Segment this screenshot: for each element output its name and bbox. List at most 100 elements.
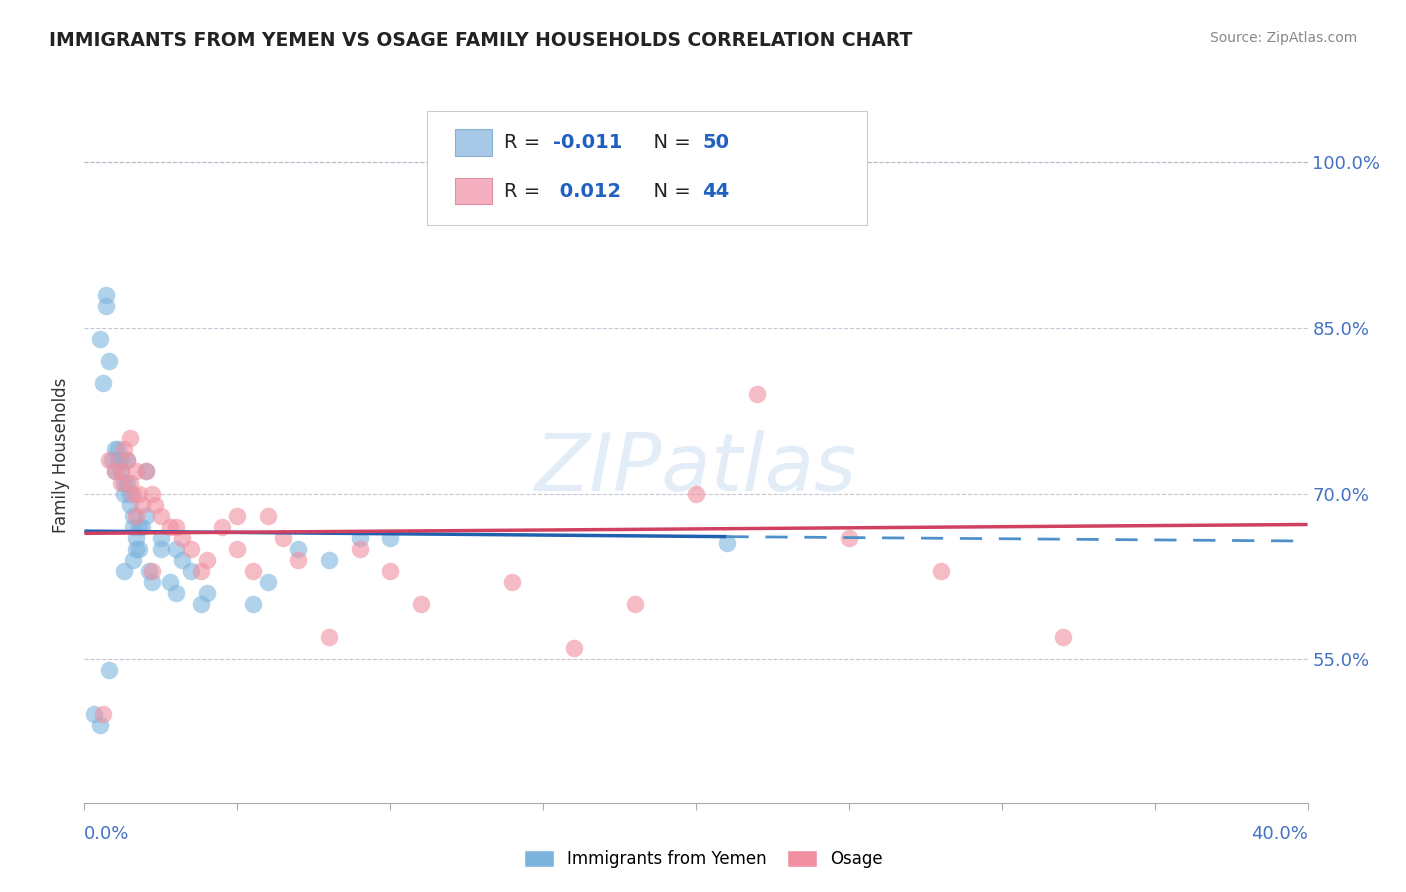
Point <box>91 376 114 391</box>
Text: IMMIGRANTS FROM YEMEN VS OSAGE FAMILY HOUSEHOLDS CORRELATION CHART: IMMIGRANTS FROM YEMEN VS OSAGE FAMILY HO… <box>49 31 912 50</box>
Point <box>110 465 132 479</box>
Point <box>172 553 194 567</box>
Point <box>141 574 163 589</box>
Point <box>165 541 187 556</box>
Point <box>128 519 150 533</box>
Point <box>180 541 202 556</box>
Point <box>131 498 153 512</box>
Legend: Immigrants from Yemen, Osage: Immigrants from Yemen, Osage <box>517 843 889 875</box>
Point <box>685 486 707 500</box>
Point <box>107 453 129 467</box>
Point <box>318 553 340 567</box>
Point <box>112 475 135 490</box>
Point <box>211 519 233 533</box>
Point <box>242 597 264 611</box>
Point <box>107 442 129 457</box>
Text: Source: ZipAtlas.com: Source: ZipAtlas.com <box>1209 31 1357 45</box>
Point <box>138 564 160 578</box>
Point <box>120 431 142 445</box>
Point <box>380 564 402 578</box>
Point <box>97 453 120 467</box>
Point <box>149 508 172 523</box>
Point <box>97 663 120 677</box>
FancyBboxPatch shape <box>456 178 492 204</box>
Point <box>195 553 218 567</box>
Point <box>135 465 157 479</box>
Point <box>143 498 166 512</box>
Point <box>257 574 280 589</box>
Point <box>226 508 249 523</box>
Text: ZIPatlas: ZIPatlas <box>534 430 858 508</box>
Point <box>409 597 432 611</box>
Point <box>502 574 524 589</box>
Point <box>149 541 172 556</box>
Point <box>125 541 148 556</box>
Point <box>89 332 111 346</box>
Point <box>287 541 309 556</box>
Point <box>110 465 132 479</box>
Text: 0.0%: 0.0% <box>84 825 129 843</box>
Point <box>195 586 218 600</box>
Point <box>747 387 769 401</box>
Point <box>562 641 585 656</box>
Text: N =: N = <box>641 133 697 152</box>
Point <box>257 508 280 523</box>
Point <box>624 597 647 611</box>
Point <box>122 553 145 567</box>
Point <box>271 531 294 545</box>
Text: -0.011: -0.011 <box>553 133 623 152</box>
Point <box>159 574 181 589</box>
Point <box>94 299 117 313</box>
Point <box>131 519 153 533</box>
Point <box>83 707 105 722</box>
Point <box>112 442 135 457</box>
Point <box>141 564 163 578</box>
Point <box>115 453 138 467</box>
Point <box>115 453 138 467</box>
Point <box>838 531 860 545</box>
Y-axis label: Family Households: Family Households <box>52 377 70 533</box>
Point <box>122 508 145 523</box>
Text: N =: N = <box>641 182 697 201</box>
FancyBboxPatch shape <box>456 129 492 156</box>
Point <box>97 354 120 368</box>
Text: R =: R = <box>503 133 547 152</box>
Point <box>287 553 309 567</box>
Point <box>110 453 132 467</box>
Point <box>110 475 132 490</box>
Point <box>125 508 148 523</box>
Point <box>190 564 212 578</box>
Point <box>149 531 172 545</box>
Point <box>125 465 148 479</box>
Point <box>165 586 187 600</box>
Point <box>159 519 181 533</box>
Text: R =: R = <box>503 182 547 201</box>
Text: 50: 50 <box>702 133 730 152</box>
Point <box>242 564 264 578</box>
Point <box>104 442 127 457</box>
Point <box>94 287 117 301</box>
Point <box>112 486 135 500</box>
Point <box>125 531 148 545</box>
Point <box>120 486 142 500</box>
Point <box>172 531 194 545</box>
Point <box>318 630 340 644</box>
Point <box>141 486 163 500</box>
Point <box>112 564 135 578</box>
Point <box>104 465 127 479</box>
Point <box>91 707 114 722</box>
Point <box>135 508 157 523</box>
Point <box>122 519 145 533</box>
FancyBboxPatch shape <box>427 111 868 226</box>
Point <box>128 486 150 500</box>
Text: 0.012: 0.012 <box>553 182 621 201</box>
Point <box>128 541 150 556</box>
Point <box>115 475 138 490</box>
Point <box>190 597 212 611</box>
Point <box>929 564 952 578</box>
Point <box>120 475 142 490</box>
Point <box>89 718 111 732</box>
Point <box>104 465 127 479</box>
Point <box>716 536 738 550</box>
Point <box>120 498 142 512</box>
